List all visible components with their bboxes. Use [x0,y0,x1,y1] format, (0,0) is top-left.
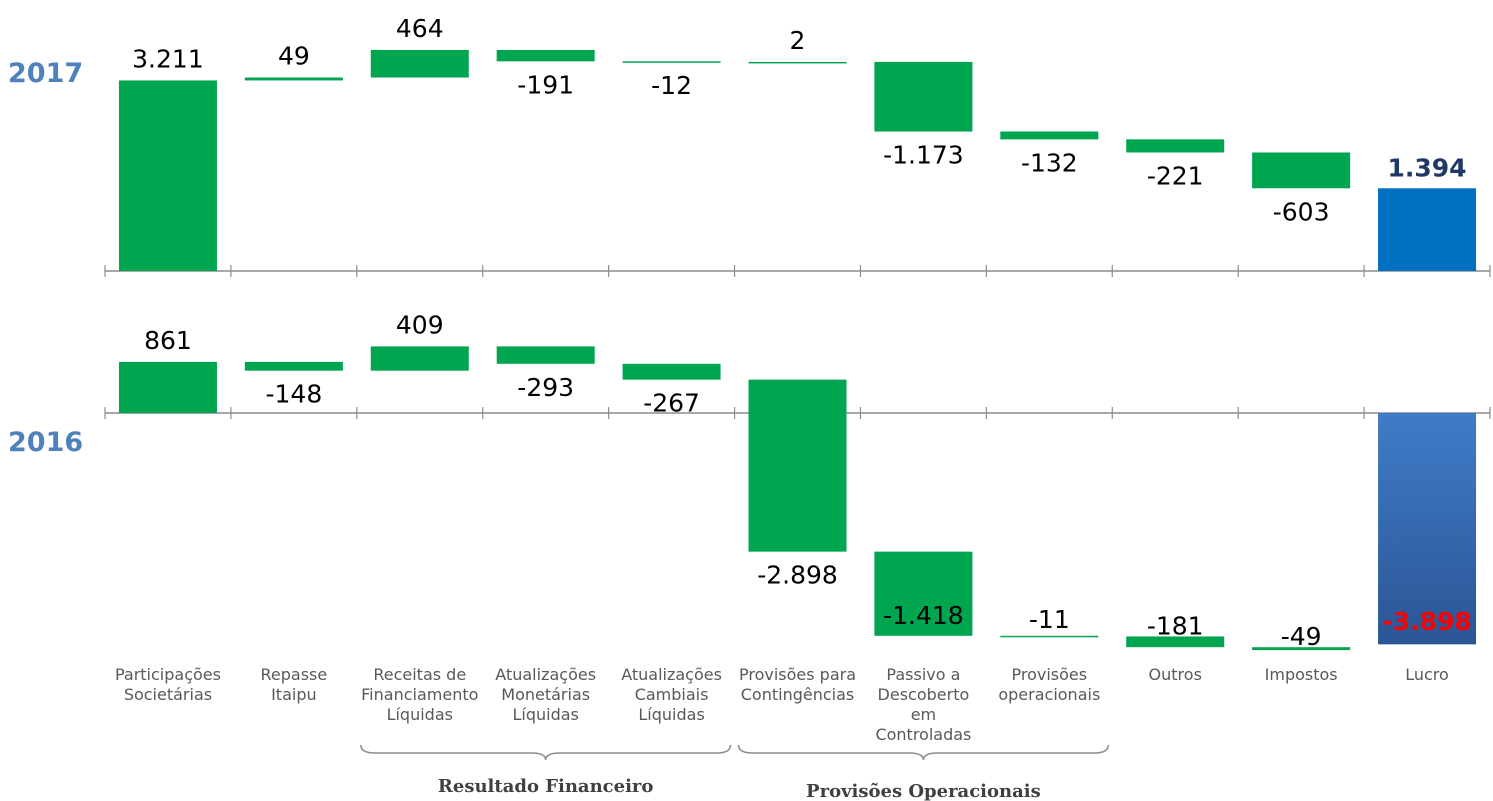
value-label-2016: 409 [396,310,444,339]
category-label: Atualizações Monetárias Líquidas [495,665,596,724]
bar-2016 [370,346,469,371]
bar-2017 [748,61,847,64]
group-brace [737,744,1110,761]
value-label-2017: 2 [790,26,806,55]
bar-2017 [496,49,595,62]
value-label-2017: 49 [278,42,310,71]
bar-2016 [1378,413,1477,645]
bar-2016 [1000,635,1099,638]
bar-2017 [244,77,343,81]
category-label: Receitas de Financiamento Líquidas [361,665,478,724]
category-label: Provisões operacionais [998,665,1100,704]
bar-2017 [1000,131,1099,140]
bar-2017 [874,61,973,132]
bar-2017 [622,61,721,63]
bar-2017 [1126,139,1225,153]
value-label-2016: -293 [517,373,574,402]
category-label: Outros [1149,665,1202,684]
category-label: Participações Societárias [115,665,221,704]
bar-2016 [874,551,973,636]
year-label-2017: 2017 [8,58,83,89]
value-label-2016: -267 [643,389,700,418]
bar-2016 [748,379,847,552]
bar-2016 [1126,636,1225,648]
value-label-2016: -148 [265,380,322,409]
value-label-2016: -181 [1147,611,1204,640]
bar-2016 [496,346,595,364]
value-label-2017: -132 [1021,148,1078,177]
value-label-2016: -49 [1281,622,1322,651]
value-label-2016: -1.418 [883,601,964,630]
group-brace [360,744,732,761]
value-label-2016: -2.898 [757,561,838,590]
value-label-2017: -191 [517,70,574,99]
value-label-2017: -221 [1147,161,1204,190]
bar-2016 [622,363,721,380]
category-label: Impostos [1265,665,1338,684]
value-label-2017: -12 [651,71,692,100]
value-label-2017: -1.173 [883,141,964,170]
category-label: Lucro [1405,665,1449,684]
bar-2017 [1252,152,1351,189]
group-label: Resultado Financeiro [438,776,654,797]
bar-2016 [118,361,217,413]
group-label: Provisões Operacionais [806,781,1041,801]
bar-2017 [118,80,217,271]
value-label-2016: -11 [1029,605,1070,634]
value-label-2017: 1.394 [1388,153,1467,182]
value-label-2017: 3.211 [132,44,204,73]
year-label-2016: 2016 [8,427,83,458]
value-label-2016: -3.898 [1382,607,1471,636]
category-label: Repasse Itaipu [261,665,328,704]
value-label-2017: -603 [1273,197,1330,226]
bar-2017 [370,49,469,78]
value-label-2016: 861 [144,326,192,355]
value-label-2017: 464 [396,14,444,43]
category-label: Provisões para Contingências [739,665,856,704]
bar-2016 [1252,647,1351,651]
bar-2017 [1378,188,1477,271]
category-label: Passivo a Descoberto em Controladas [875,665,971,744]
bar-2016 [244,361,343,371]
category-label: Atualizações Cambiais Líquidas [621,665,722,724]
